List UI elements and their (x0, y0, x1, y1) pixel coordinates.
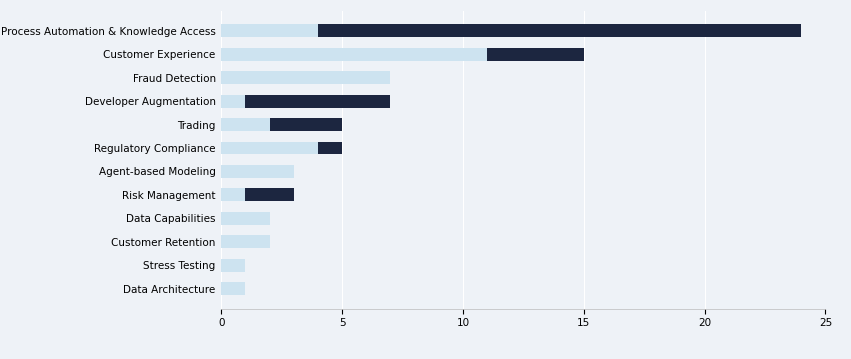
Bar (221, 282, 245, 295)
Bar (221, 48, 487, 61)
Bar (221, 24, 318, 37)
Bar (221, 236, 270, 248)
Bar (221, 212, 270, 225)
Bar (487, 48, 584, 61)
Bar (221, 259, 245, 272)
Bar (245, 188, 294, 201)
Bar (221, 95, 245, 108)
Bar (318, 24, 802, 37)
Bar (221, 141, 318, 154)
Bar (221, 165, 294, 178)
Bar (318, 141, 342, 154)
Bar (221, 71, 391, 84)
Bar (270, 118, 342, 131)
Bar (221, 118, 270, 131)
Bar (221, 188, 245, 201)
Bar (245, 95, 391, 108)
